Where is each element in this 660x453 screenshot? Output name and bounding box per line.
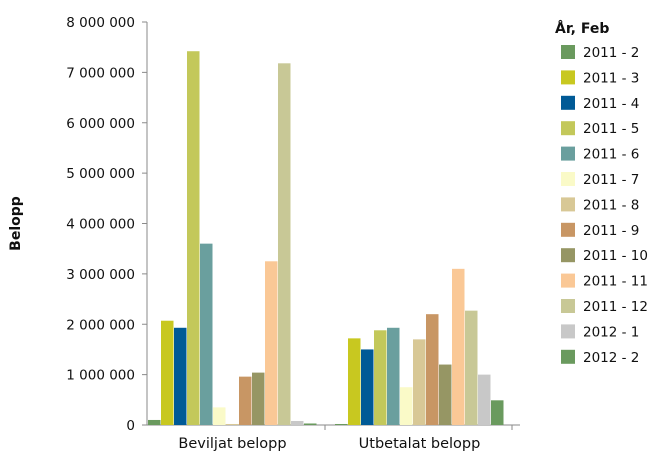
- legend-swatch: [561, 95, 575, 110]
- legend-swatch: [561, 273, 575, 288]
- legend-label: 2011 - 3: [583, 70, 639, 86]
- bar: [213, 407, 226, 425]
- legend-label: 2012 - 1: [583, 324, 639, 340]
- x-tick-label: Utbetalat belopp: [359, 436, 481, 452]
- legend-label: 2011 - 12: [583, 299, 648, 315]
- bar: [226, 423, 239, 425]
- legend-label: 2011 - 7: [583, 172, 639, 188]
- legend-label: 2011 - 5: [583, 121, 639, 137]
- y-tick-label: 3 000 000: [66, 267, 135, 283]
- legend-label: 2011 - 8: [583, 197, 639, 213]
- legend-swatch: [561, 146, 575, 161]
- legend-label: 2011 - 6: [583, 147, 639, 163]
- legend-label: 2012 - 2: [583, 350, 639, 366]
- bar: [491, 400, 504, 425]
- bar: [291, 420, 304, 425]
- axes-group: 0 1 000 000 2 000 000 3 000 000 4 000 000 5 0…: [66, 15, 520, 452]
- legend-label: 2011 - 9: [583, 223, 639, 239]
- x-tick-label: Beviljat belopp: [178, 436, 286, 452]
- bar: [426, 314, 439, 425]
- legend-swatch: [561, 70, 575, 85]
- legend: År, Feb 2011 - 2 2011 - 3 2011 - 4 2011 - 5…: [555, 20, 648, 366]
- bar: [478, 374, 491, 425]
- y-tick-label: 1 000 000: [66, 368, 135, 384]
- bars-group: [148, 51, 504, 426]
- bar: [239, 376, 252, 425]
- legend-label: 2011 - 11: [583, 274, 648, 290]
- legend-swatch: [561, 324, 575, 339]
- bar: [304, 423, 317, 425]
- y-tick-label: 2 000 000: [66, 317, 135, 333]
- bar: [413, 339, 426, 425]
- legend-swatch: [561, 121, 575, 136]
- bar: [265, 261, 278, 425]
- legend-swatch: [561, 197, 575, 212]
- bar: [387, 327, 400, 425]
- bar: [187, 51, 200, 425]
- legend-swatch: [561, 349, 575, 364]
- bar: [148, 419, 161, 425]
- legend-swatch: [561, 172, 575, 186]
- legend-swatch: [561, 248, 575, 263]
- bar: [161, 320, 174, 425]
- legend-title: År, Feb: [555, 20, 609, 37]
- bar: [200, 243, 213, 425]
- bar: [452, 268, 465, 425]
- bar: [174, 327, 187, 425]
- legend-label: 2011 - 2: [583, 45, 639, 61]
- bar: [361, 349, 374, 425]
- bar: [252, 372, 265, 425]
- legend-swatch: [561, 299, 575, 313]
- legend-swatch: [561, 222, 575, 237]
- y-axis-title: Belopp: [8, 196, 24, 251]
- legend-label: 2011 - 10: [583, 248, 648, 264]
- legend-swatch: [561, 45, 575, 59]
- bar: [439, 364, 452, 425]
- y-tick-label: 4 000 000: [66, 217, 135, 233]
- bar: [374, 330, 387, 425]
- bar: [348, 338, 361, 425]
- bar: [465, 310, 478, 425]
- y-tick-label: 0: [126, 418, 135, 434]
- y-tick-label: 8 000 000: [66, 15, 135, 31]
- y-tick-label: 6 000 000: [66, 116, 135, 132]
- bar: [278, 63, 291, 426]
- y-tick-label: 5 000 000: [66, 166, 135, 182]
- y-tick-label: 7 000 000: [66, 65, 135, 81]
- bar: [335, 423, 348, 425]
- bar: [400, 387, 413, 425]
- legend-label: 2011 - 4: [583, 96, 639, 112]
